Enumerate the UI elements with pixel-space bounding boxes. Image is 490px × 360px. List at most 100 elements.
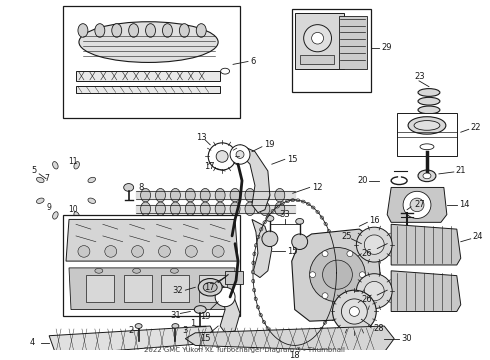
Ellipse shape [245, 202, 255, 216]
Text: 3: 3 [182, 327, 188, 336]
Text: 21: 21 [456, 166, 466, 175]
Ellipse shape [266, 216, 274, 221]
Circle shape [230, 145, 250, 164]
Ellipse shape [171, 202, 180, 216]
Circle shape [347, 251, 353, 257]
Text: 26: 26 [361, 249, 372, 258]
Ellipse shape [295, 344, 299, 347]
Text: 28: 28 [373, 324, 384, 333]
Ellipse shape [200, 202, 210, 216]
Bar [397, 113, 457, 157]
Ellipse shape [133, 268, 141, 273]
Ellipse shape [163, 24, 172, 37]
Ellipse shape [266, 327, 270, 330]
Text: 8: 8 [139, 183, 144, 192]
Circle shape [347, 293, 353, 298]
Text: 13: 13 [196, 132, 207, 141]
Ellipse shape [253, 288, 256, 292]
Circle shape [322, 260, 352, 289]
Ellipse shape [334, 254, 337, 258]
Ellipse shape [280, 202, 284, 205]
Ellipse shape [332, 246, 335, 249]
Text: 25: 25 [342, 232, 352, 241]
Ellipse shape [155, 202, 166, 216]
Ellipse shape [36, 198, 44, 203]
Polygon shape [49, 326, 218, 355]
Circle shape [410, 198, 424, 212]
Text: 23: 23 [414, 72, 425, 81]
Circle shape [349, 307, 359, 316]
Ellipse shape [215, 202, 225, 216]
Ellipse shape [418, 170, 436, 182]
Circle shape [185, 246, 197, 257]
Ellipse shape [256, 305, 260, 309]
Ellipse shape [259, 313, 263, 317]
Ellipse shape [88, 177, 96, 183]
Text: 9: 9 [46, 203, 51, 212]
Ellipse shape [295, 219, 304, 224]
Ellipse shape [324, 222, 327, 226]
Ellipse shape [418, 123, 440, 131]
Text: 30: 30 [401, 334, 412, 343]
Polygon shape [69, 268, 235, 310]
Text: 29: 29 [381, 44, 392, 53]
Circle shape [365, 235, 384, 254]
Ellipse shape [300, 343, 304, 346]
Ellipse shape [78, 24, 88, 37]
Ellipse shape [260, 188, 270, 202]
Ellipse shape [254, 297, 257, 301]
Circle shape [356, 227, 392, 262]
Ellipse shape [155, 188, 166, 202]
Circle shape [158, 246, 171, 257]
Ellipse shape [200, 188, 210, 202]
Bar [225, 271, 243, 284]
Ellipse shape [275, 202, 285, 216]
Ellipse shape [196, 24, 206, 37]
Ellipse shape [332, 298, 335, 301]
Circle shape [359, 272, 366, 278]
Ellipse shape [334, 289, 337, 293]
Circle shape [322, 293, 328, 298]
Text: 1: 1 [190, 319, 196, 328]
Text: 24: 24 [473, 232, 483, 241]
Bar [162, 275, 189, 302]
Polygon shape [292, 229, 381, 321]
Ellipse shape [305, 341, 309, 343]
Text: 6: 6 [250, 57, 255, 66]
Polygon shape [391, 224, 461, 265]
Bar [63, 6, 240, 118]
Circle shape [215, 287, 235, 307]
Polygon shape [185, 326, 394, 352]
Text: 33: 33 [279, 210, 290, 219]
Circle shape [310, 248, 366, 302]
Text: 2: 2 [129, 327, 134, 336]
Text: 7: 7 [44, 174, 49, 183]
Ellipse shape [315, 333, 319, 336]
Ellipse shape [311, 337, 314, 340]
Ellipse shape [95, 24, 105, 37]
Circle shape [105, 246, 117, 257]
Text: 5: 5 [31, 166, 36, 175]
Ellipse shape [195, 306, 206, 314]
Ellipse shape [185, 202, 196, 216]
Text: 10: 10 [68, 205, 77, 214]
Ellipse shape [335, 280, 338, 284]
Text: 12: 12 [312, 183, 322, 192]
Ellipse shape [257, 235, 260, 239]
Ellipse shape [95, 268, 103, 273]
Ellipse shape [141, 202, 150, 216]
Ellipse shape [275, 205, 279, 208]
Ellipse shape [179, 24, 189, 37]
Ellipse shape [423, 173, 431, 179]
Ellipse shape [271, 209, 275, 212]
Ellipse shape [418, 141, 440, 149]
Ellipse shape [418, 115, 440, 122]
Ellipse shape [251, 270, 254, 274]
Ellipse shape [327, 229, 331, 233]
Circle shape [216, 150, 228, 162]
Ellipse shape [420, 144, 434, 150]
Ellipse shape [319, 327, 323, 330]
Text: 17: 17 [204, 162, 215, 171]
Ellipse shape [36, 177, 44, 183]
Ellipse shape [280, 340, 284, 343]
